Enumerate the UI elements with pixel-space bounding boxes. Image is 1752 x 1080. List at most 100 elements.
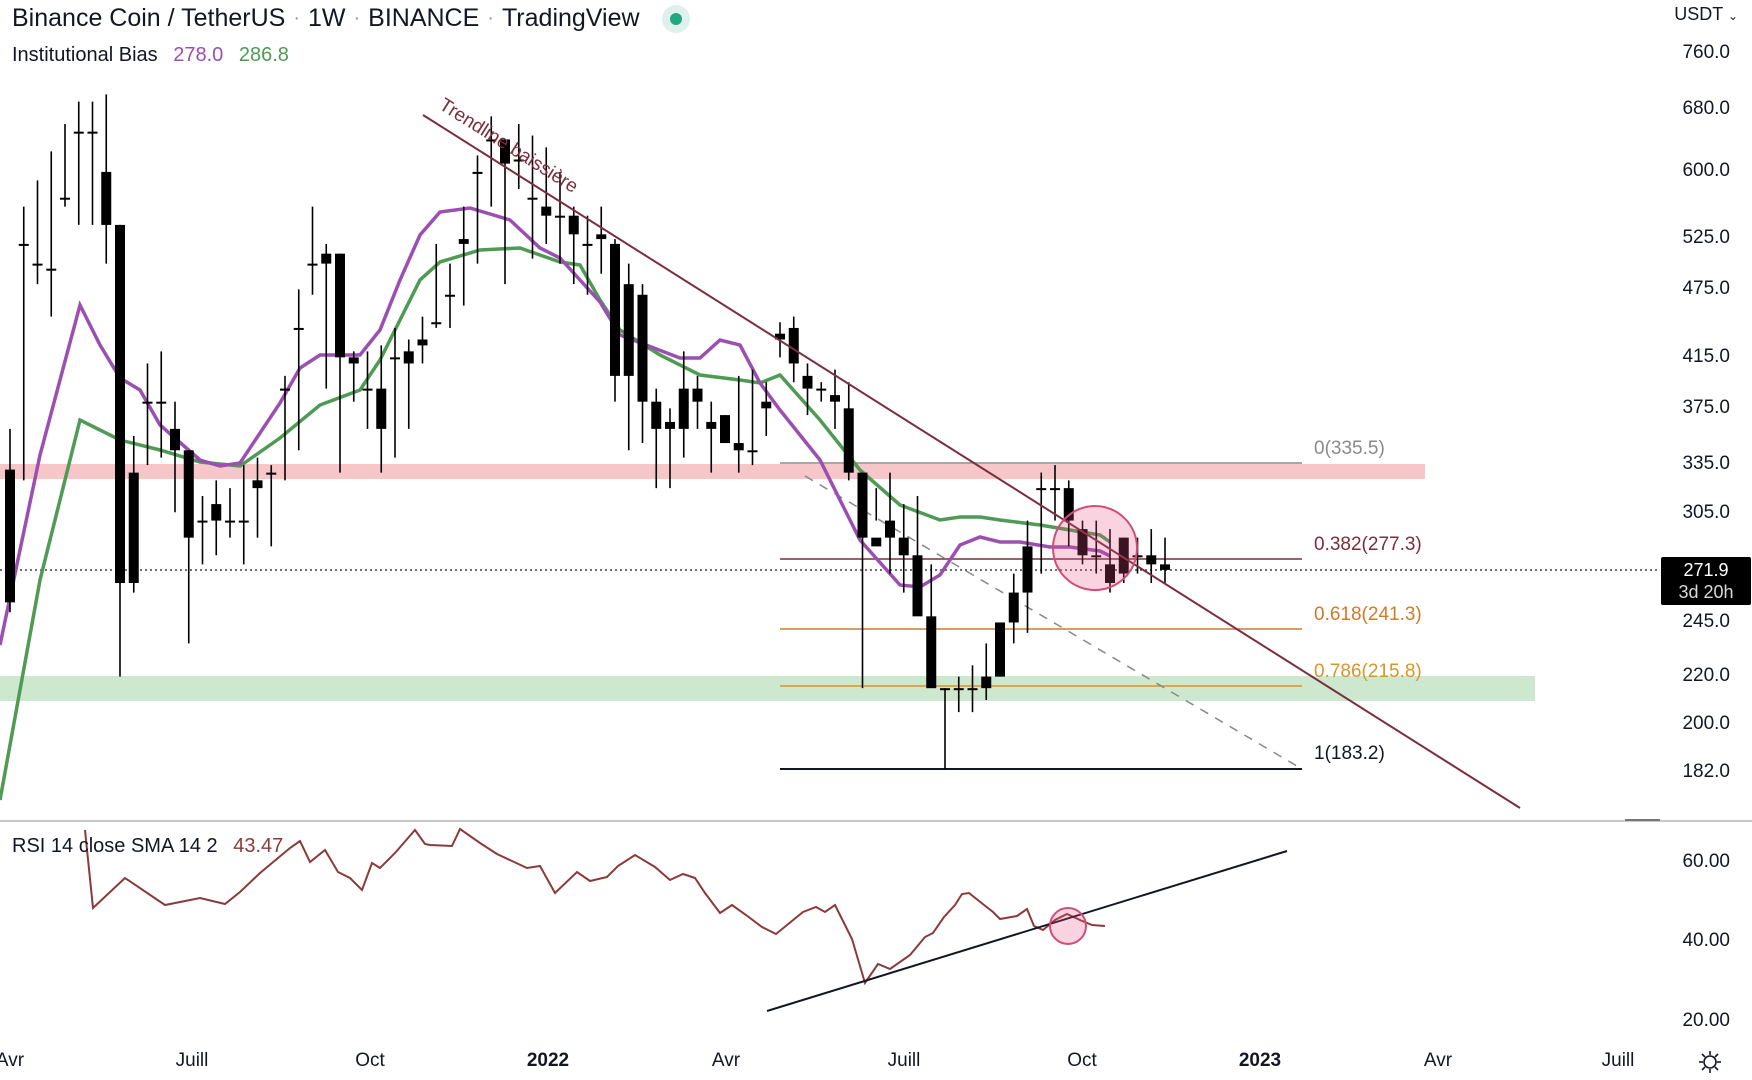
candle — [307, 263, 318, 266]
candle — [981, 676, 992, 689]
candle — [967, 688, 978, 691]
separator: · — [353, 7, 361, 29]
indicator-legend[interactable]: Institutional Bias 278.0 286.8 — [12, 44, 289, 67]
candle — [1022, 546, 1033, 593]
indicator-value-fast: 278.0 — [173, 44, 224, 66]
candle — [458, 239, 469, 244]
candle — [1160, 564, 1170, 570]
candle — [953, 688, 964, 691]
candle — [293, 327, 304, 330]
symbol-title[interactable]: Binance Coin / TetherUS — [12, 4, 286, 32]
candle — [115, 224, 125, 583]
candle — [18, 243, 29, 246]
price-tick: 245.0 — [1682, 611, 1730, 632]
fib-label-1: 1(183.2) — [1314, 743, 1385, 764]
candle — [995, 622, 1005, 677]
candle — [1118, 537, 1129, 574]
candle — [816, 388, 827, 391]
price-tick: 182.0 — [1682, 761, 1730, 782]
theme-toggle-sun-icon[interactable] — [1698, 1050, 1722, 1074]
candle — [541, 206, 552, 216]
resistance-zone — [0, 464, 1425, 479]
rsi-tick: 40.00 — [1682, 930, 1730, 951]
chart-header: Binance Coin / TetherUS · 1W · BINANCE ·… — [12, 4, 690, 33]
currency-selector[interactable]: USDT ⌄ — [1674, 4, 1738, 25]
candlestick-series — [5, 94, 1170, 770]
separator: · — [487, 7, 494, 29]
candle — [211, 504, 222, 521]
candle — [568, 215, 579, 235]
bar-countdown: 3d 20h — [1678, 582, 1734, 602]
exchange: BINANCE — [368, 4, 480, 32]
candle — [142, 401, 153, 404]
candle — [362, 388, 373, 391]
institutional-bias-slow-line — [0, 246, 1112, 801]
candle — [926, 616, 937, 689]
candle — [775, 333, 785, 340]
current-price-tag: 271.9 3d 20h — [1661, 557, 1751, 605]
candle — [665, 421, 675, 429]
separator: · — [293, 7, 300, 29]
candle — [1036, 488, 1047, 491]
candle — [403, 351, 414, 364]
candle — [500, 139, 510, 164]
time-tick: Juill — [887, 1050, 921, 1071]
rsi-legend[interactable]: RSI 14 close SMA 14 2 43.47 — [12, 835, 283, 858]
candle — [1146, 555, 1157, 565]
bearish-trendline[interactable] — [422, 114, 1521, 809]
candle — [720, 415, 730, 444]
price-tick: 525.0 — [1682, 227, 1730, 248]
price-tick: 335.0 — [1682, 453, 1730, 474]
fib-diagonal — [804, 475, 1303, 770]
chevron-down-icon: ⌄ — [1727, 9, 1738, 23]
candle — [445, 294, 455, 297]
fib-label-0786: 0.786(215.8) — [1314, 661, 1422, 682]
candle — [128, 472, 139, 583]
price-tick: 415.0 — [1682, 346, 1730, 367]
price-tick: 200.0 — [1682, 713, 1730, 734]
rsi-trendline[interactable] — [766, 850, 1288, 1012]
time-tick: Oct — [355, 1050, 385, 1071]
candle — [885, 520, 895, 538]
candle — [610, 243, 620, 376]
candle — [555, 215, 565, 218]
candle — [1008, 592, 1019, 623]
time-tick: Oct — [1067, 1050, 1097, 1071]
time-tick: Juill — [175, 1050, 209, 1071]
candle — [678, 388, 689, 429]
candle — [830, 395, 840, 402]
time-tick: Avr — [0, 1050, 25, 1071]
candle — [1105, 564, 1115, 583]
candle — [871, 537, 882, 547]
candle — [637, 294, 648, 402]
candle — [101, 171, 112, 225]
price-tick: 680.0 — [1682, 98, 1730, 119]
candle — [692, 388, 703, 402]
interval[interactable]: 1W — [307, 4, 346, 32]
candle — [761, 401, 772, 409]
fib-label-0382: 0.382(277.3) — [1314, 534, 1422, 555]
fib-label-0618: 0.618(241.3) — [1314, 604, 1422, 625]
candle — [857, 472, 868, 538]
rsi-line — [84, 827, 1106, 986]
candle — [1132, 555, 1143, 558]
candle — [348, 357, 359, 364]
time-tick: Juill — [1601, 1050, 1635, 1071]
indicator-value-slow: 286.8 — [238, 44, 289, 66]
price-tick: 220.0 — [1682, 665, 1730, 686]
candle — [335, 253, 345, 358]
candle — [238, 520, 249, 523]
rsi-highlight-circle — [1049, 907, 1087, 945]
candle — [73, 131, 84, 134]
candle — [1063, 488, 1074, 521]
candle — [912, 555, 923, 617]
candle — [321, 253, 332, 264]
candle — [486, 139, 497, 142]
price-tick: 600.0 — [1682, 160, 1730, 181]
current-price: 271.9 — [1683, 560, 1729, 580]
candle — [252, 480, 263, 489]
time-tick: Avr — [1423, 1050, 1453, 1071]
candle — [87, 131, 98, 134]
market-status-icon — [661, 4, 690, 33]
